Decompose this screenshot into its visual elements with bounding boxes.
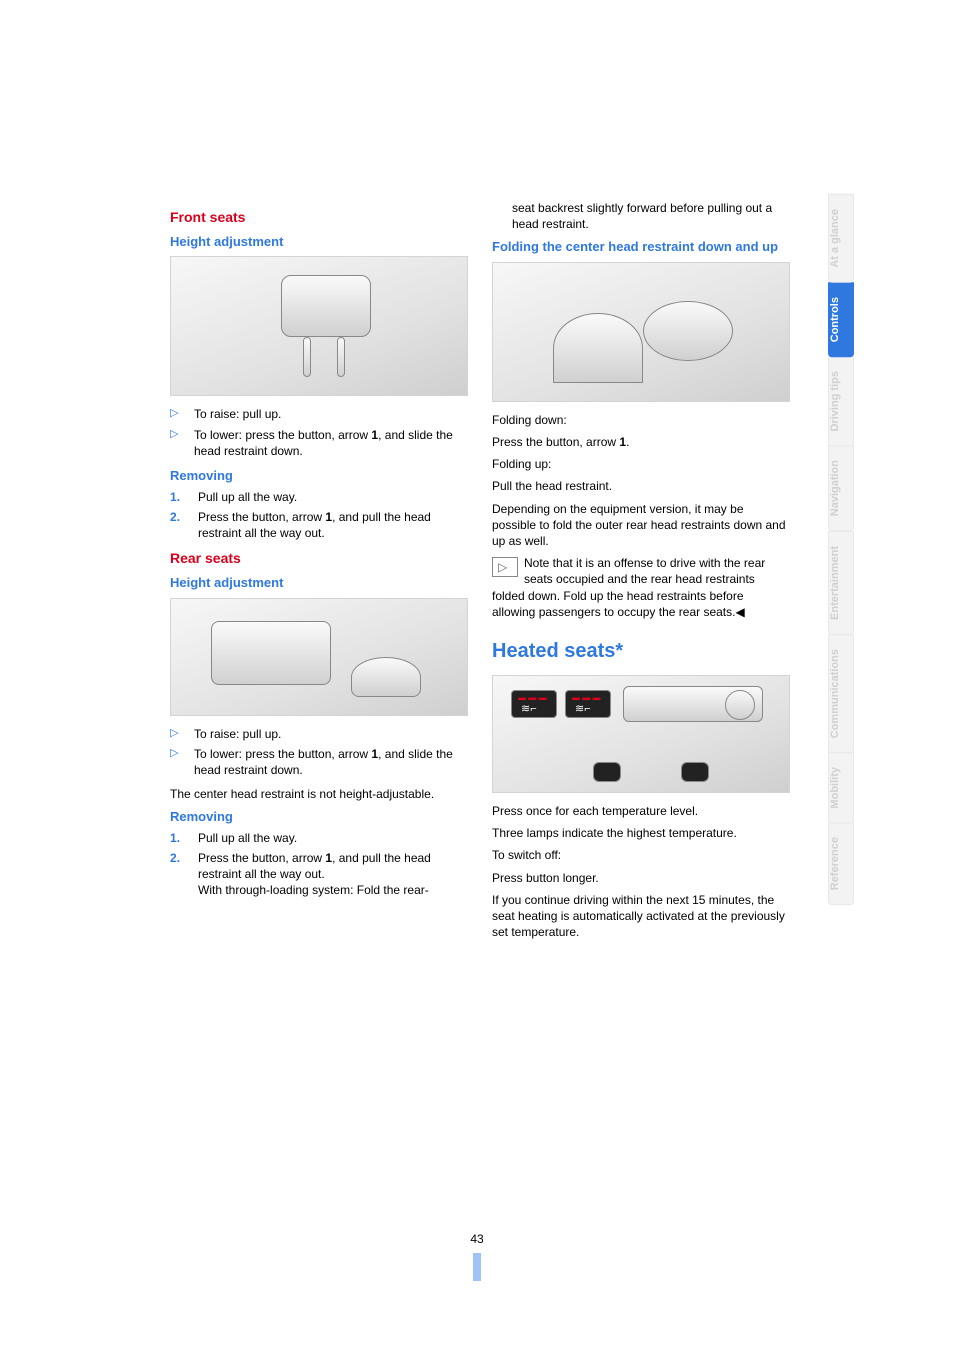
front-raise: To raise: pull up.	[194, 406, 281, 422]
depend-text: Depending on the equipment version, it m…	[492, 501, 790, 550]
center-note: The center head restraint is not height-…	[170, 786, 468, 802]
rear-lower: To lower: press the button, arrow 1, and…	[194, 746, 468, 778]
note-icon	[492, 557, 518, 577]
figure-rear-headrest	[170, 598, 468, 716]
heading-height-adj-front: Height adjustment	[170, 233, 468, 251]
front-lower: To lower: press the button, arrow 1, and…	[194, 427, 468, 459]
rear-raise: To raise: pull up.	[194, 726, 281, 742]
heading-removing-front: Removing	[170, 467, 468, 485]
press-longer: Press button longer.	[492, 870, 790, 886]
seat-heat-icon-right: ≋⌐	[575, 702, 591, 717]
tab-communications[interactable]: Communications	[828, 634, 854, 753]
tab-reference[interactable]: Reference	[828, 822, 854, 905]
tab-controls[interactable]: Controls	[828, 282, 854, 357]
three-lamps: Three lamps indicate the highest tempera…	[492, 825, 790, 841]
tab-entertainment[interactable]: Entertainment	[828, 531, 854, 635]
heading-folding: Folding the center head restraint down a…	[492, 238, 790, 256]
tab-navigation[interactable]: Navigation	[828, 445, 854, 531]
page-content: Front seats Height adjustment To raise: …	[170, 200, 790, 946]
figure-front-headrest	[170, 256, 468, 396]
rear-remove-list: Pull up all the way. Press the button, a…	[170, 830, 468, 899]
front-adjust-list: To raise: pull up. To lower: press the b…	[170, 406, 468, 459]
fold-down-text: Press the button, arrow 1.	[492, 434, 790, 450]
fold-up-label: Folding up:	[492, 456, 790, 472]
heading-rear-seats: Rear seats	[170, 549, 468, 568]
continue-text: If you continue driving within the next …	[492, 892, 790, 941]
tab-driving-tips[interactable]: Driving tips	[828, 356, 854, 447]
front-rem2: Press the button, arrow 1, and pull the …	[198, 509, 468, 541]
cont-text: seat backrest slightly forward before pu…	[492, 200, 790, 232]
heading-height-adj-rear: Height adjustment	[170, 574, 468, 592]
heading-heated-seats: Heated seats*	[492, 638, 790, 665]
note-text: Note that it is an offense to drive with…	[492, 555, 790, 620]
page-number: 43	[470, 1232, 483, 1246]
right-column: seat backrest slightly forward before pu…	[492, 200, 790, 946]
left-column: Front seats Height adjustment To raise: …	[170, 200, 468, 946]
switch-off-label: To switch off:	[492, 847, 790, 863]
front-remove-list: Pull up all the way. Press the button, a…	[170, 489, 468, 542]
front-rem1: Pull up all the way.	[198, 489, 297, 505]
seat-heat-icon-left: ≋⌐	[521, 702, 537, 717]
fold-down-label: Folding down:	[492, 412, 790, 428]
note-body: Note that it is an offense to drive with…	[492, 556, 765, 619]
side-tabs: Reference Mobility Communications Entert…	[828, 195, 854, 906]
fold-up-text: Pull the head restraint.	[492, 478, 790, 494]
rear-rem1: Pull up all the way.	[198, 830, 297, 846]
rear-adjust-list: To raise: pull up. To lower: press the b…	[170, 726, 468, 779]
heading-front-seats: Front seats	[170, 208, 468, 227]
figure-heated-seats: ▬ ▬ ▬ ▬ ▬ ▬ ≋⌐ ≋⌐	[492, 675, 790, 793]
tab-at-a-glance[interactable]: At a glance	[828, 194, 854, 283]
rear-rem2: Press the button, arrow 1, and pull the …	[198, 850, 468, 899]
tab-mobility[interactable]: Mobility	[828, 752, 854, 824]
press-once: Press once for each temperature level.	[492, 803, 790, 819]
page-bar	[473, 1253, 481, 1281]
figure-folding	[492, 262, 790, 402]
heading-removing-rear: Removing	[170, 808, 468, 826]
